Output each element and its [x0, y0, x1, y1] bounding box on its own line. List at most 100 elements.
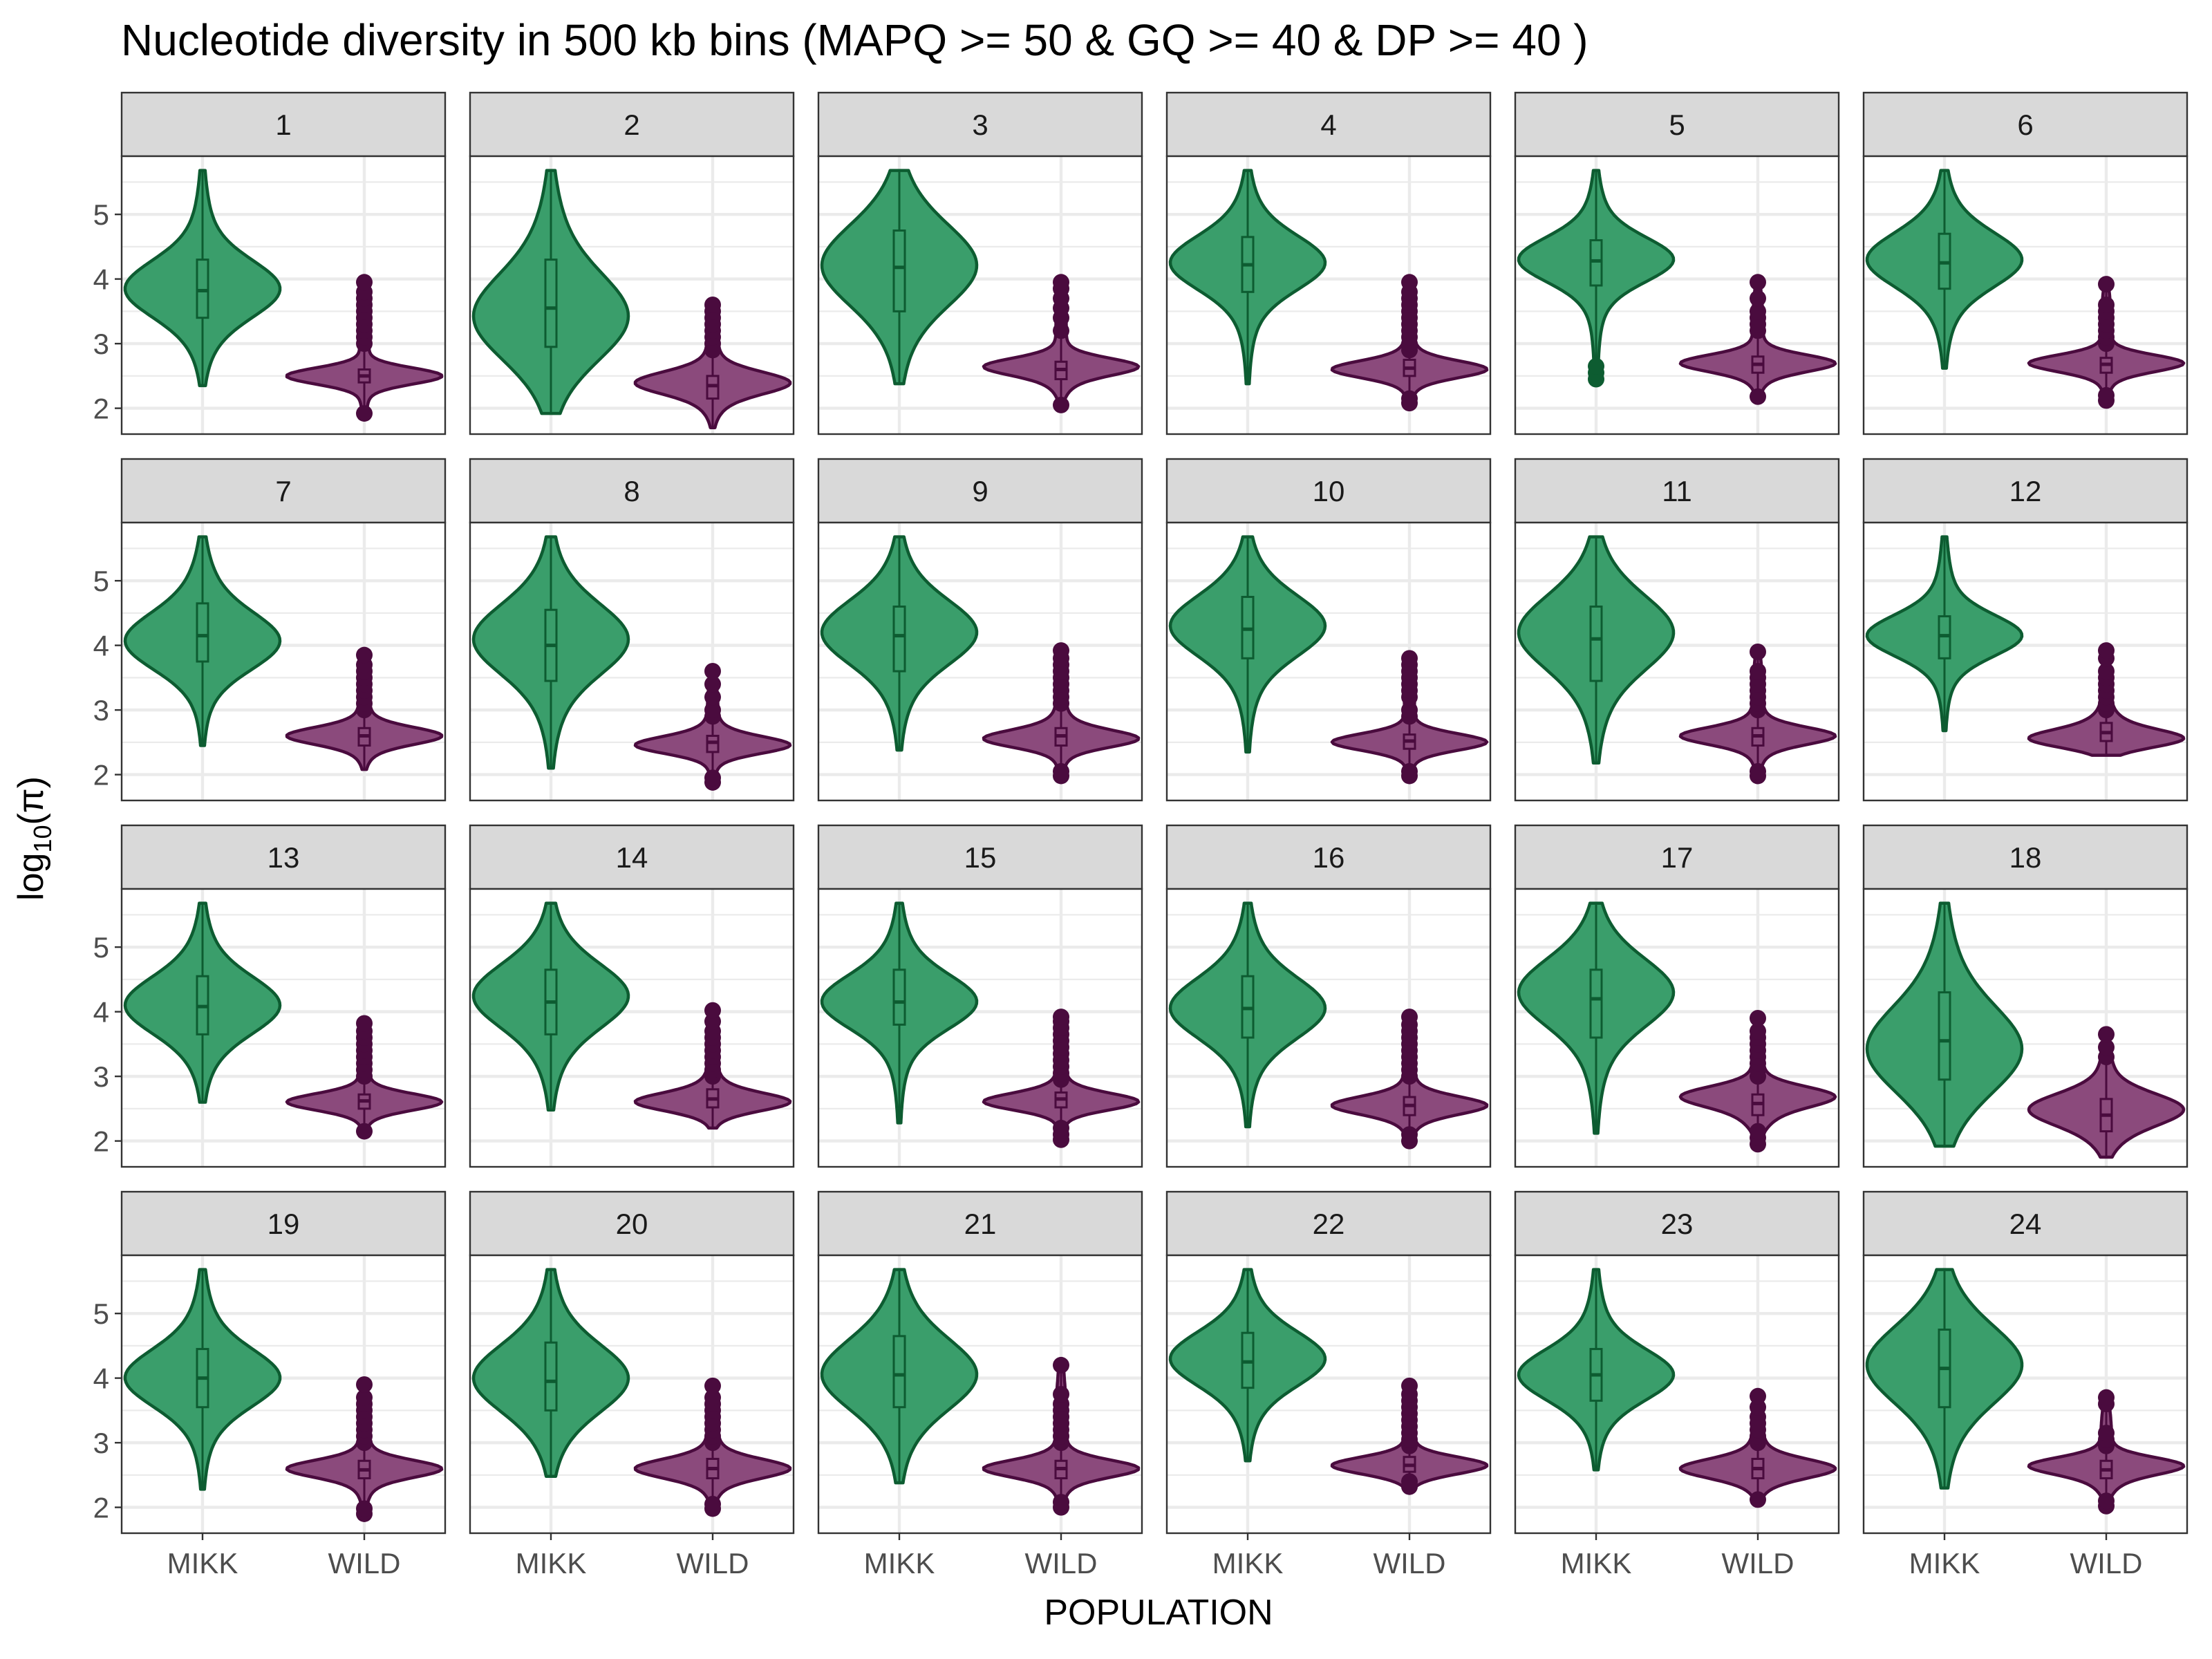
violin-mikk [1865, 535, 2024, 733]
outlier-point [1053, 396, 1069, 413]
facet-strip-label: 2 [624, 109, 639, 141]
facet-strip-label: 8 [624, 475, 639, 507]
outlier-point [356, 1015, 373, 1032]
outlier-point [1750, 643, 1766, 660]
panel-border [1514, 521, 1840, 802]
outlier-point [1750, 1387, 1766, 1405]
box-iqr [892, 1335, 906, 1409]
y-tick-label: 2 [93, 393, 109, 425]
panel-border [120, 155, 447, 435]
outlier-point [704, 769, 721, 787]
violin-mikk [1168, 169, 1327, 386]
violin-mikk [1168, 901, 1327, 1129]
facet-strip [1165, 458, 1492, 524]
y-tick-label: 3 [93, 694, 109, 727]
x-tick-label: WILD [1025, 1547, 1098, 1580]
x-tick-label: MIKK [167, 1547, 238, 1580]
outlier-point [1401, 274, 1418, 291]
violin-mikk [471, 901, 630, 1112]
y-tick-label: 5 [93, 198, 109, 231]
outlier-point [1401, 650, 1418, 667]
violin-mikk [1517, 901, 1676, 1135]
violin-mikk [123, 535, 282, 747]
x-tick-label: WILD [677, 1547, 749, 1580]
panel-border [1514, 1254, 1840, 1535]
facet-strip [469, 1190, 795, 1257]
outlier-point [1401, 702, 1418, 719]
facet-panel-21: 21 MIKK WILD [817, 1190, 1143, 1580]
x-tick-label: MIKK [1212, 1547, 1284, 1580]
outlier-point [1750, 1491, 1766, 1508]
facet-panel-16: 16 [1165, 824, 1492, 1168]
outlier-point [1401, 390, 1418, 407]
outlier-point [356, 1389, 373, 1406]
box-iqr [892, 229, 906, 312]
panel-border [1165, 888, 1492, 1168]
box-iqr [1589, 239, 1603, 287]
panel-border [817, 1254, 1143, 1535]
outlier-point [1750, 388, 1766, 405]
facet-panel-10: 10 [1165, 458, 1492, 802]
facet-panel-1: 1 2 3 4 5 [93, 91, 447, 435]
facet-strip [1165, 91, 1492, 158]
facet-panel-5: 5 [1514, 91, 1840, 435]
violin-mikk [820, 901, 979, 1125]
facet-strip-label: 13 [268, 841, 300, 874]
facet-strip-label: 7 [275, 475, 291, 507]
facet-strip-label: 17 [1661, 841, 1694, 874]
facet-strip [1514, 824, 1840, 890]
outlier-point [356, 1376, 373, 1393]
outlier-point [704, 702, 721, 719]
facet-strip-label: 6 [2017, 109, 2033, 141]
violin-mikk [123, 169, 282, 388]
outlier-point [1053, 1386, 1069, 1403]
facet-strip [1514, 458, 1840, 524]
outlier-point [1750, 1123, 1766, 1140]
facet-panel-15: 15 [817, 824, 1143, 1168]
x-tick-label: MIKK [516, 1547, 587, 1580]
facet-panel-22: 22 MIKK WILD [1165, 1190, 1492, 1580]
panel-border [120, 888, 447, 1168]
violin-mikk [1865, 169, 2024, 370]
facet-strip-label: 24 [2009, 1208, 2042, 1240]
outlier-point [1750, 1009, 1766, 1027]
facet-strip-label: 1 [275, 109, 291, 141]
facet-strip [1165, 824, 1492, 890]
box-iqr [1938, 991, 1951, 1081]
panel-border [469, 1254, 795, 1535]
facet-strip [469, 91, 795, 158]
y-tick-label: 2 [93, 759, 109, 791]
violin-mikk [123, 901, 282, 1104]
panel-border [1165, 155, 1492, 435]
outlier-point [356, 1123, 373, 1140]
box-iqr [892, 968, 906, 1026]
facet-strip [120, 458, 447, 524]
facet-strip-label: 18 [2009, 841, 2042, 874]
facet-strip [1862, 824, 2188, 890]
facet-strip-label: 20 [616, 1208, 648, 1240]
violin-mikk [820, 169, 979, 386]
facet-strip [120, 1190, 447, 1257]
outlier-point [2098, 642, 2115, 659]
outlier-point [1750, 1022, 1766, 1040]
facet-strip [120, 824, 447, 890]
y-tick-label: 4 [93, 263, 109, 296]
outlier-point [1053, 1494, 1069, 1511]
outlier-point [1053, 1119, 1069, 1136]
outlier-point [2098, 1389, 2115, 1406]
facet-strip-label: 5 [1669, 109, 1685, 141]
facet-panel-17: 17 [1514, 824, 1840, 1168]
y-axis-title-rest: (π) [11, 776, 51, 825]
panel-border [1165, 1254, 1492, 1535]
facet-strip-label: 14 [616, 841, 648, 874]
panel-border [1862, 888, 2188, 1168]
facet-strip-label: 12 [2009, 475, 2042, 507]
outlier-point [1053, 322, 1069, 339]
x-tick-label: MIKK [1909, 1547, 1980, 1580]
facet-strip [469, 824, 795, 890]
y-tick-label: 4 [93, 1362, 109, 1395]
outlier-point [704, 663, 721, 680]
facet-panel-4: 4 [1165, 91, 1492, 435]
